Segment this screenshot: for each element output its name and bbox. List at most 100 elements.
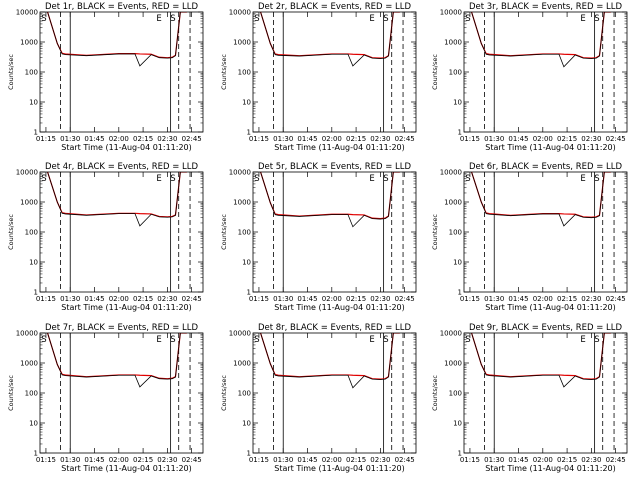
x-tick-label: 02:45 [182,135,202,143]
series-events [47,333,187,388]
x-tick-label: 01:45 [84,295,104,303]
series-events [47,172,187,227]
plot-title: Det 7r, BLACK = Events, RED = LLD [45,323,199,333]
x-tick-label: 01:30 [60,135,80,143]
annotation-s: S [465,335,470,345]
annotation-s: S [170,335,175,345]
x-tick-label: 01:30 [484,295,504,303]
y-tick-label: 100 [449,390,462,398]
series-events [471,333,611,388]
annotation-e: E [369,14,374,24]
annotation-s: S [594,174,599,184]
x-tick-label: 02:00 [533,135,553,143]
annotation-s: S [383,14,388,24]
x-tick-label: 01:30 [60,456,80,464]
series-lld [470,12,611,59]
x-tick-label: 01:15 [36,135,56,143]
x-tick-label: 01:30 [273,135,293,143]
x-tick-label: 01:15 [36,456,56,464]
annotation-e: E [580,14,585,24]
y-tick-label: 100 [238,69,251,77]
x-tick-label: 02:45 [395,295,415,303]
y-tick-label: 1000 [233,199,251,207]
annotation-s: S [41,174,46,184]
x-tick-label: 01:45 [297,135,317,143]
x-tick-label: 02:15 [346,295,366,303]
y-tick-label: 1 [458,450,462,458]
x-tick-label: 01:30 [273,295,293,303]
x-tick-label: 02:00 [322,456,342,464]
series-events [260,172,400,228]
x-axis-label: Start Time (11-Aug-04 01:11:20) [274,303,405,312]
y-tick-label: 1000 [20,360,38,368]
y-tick-label: 10 [29,259,38,267]
x-tick-label: 01:45 [508,135,528,143]
x-tick-label: 02:15 [133,456,153,464]
y-tick-label: 1000 [233,360,251,368]
annotation-e: E [580,174,585,184]
x-tick-label: 02:00 [109,135,129,143]
y-tick-label: 10000 [16,330,38,338]
y-tick-label: 100 [238,390,251,398]
x-tick-label: 02:30 [157,456,177,464]
y-tick-label: 10000 [440,9,462,17]
x-tick-label: 02:15 [557,295,577,303]
x-axis-label: Start Time (11-Aug-04 01:11:20) [485,143,616,152]
x-tick-label: 02:00 [533,295,553,303]
annotation-s: S [254,174,259,184]
y-tick-label: 100 [25,69,38,77]
y-tick-label: 100 [449,69,462,77]
x-tick-label: 02:15 [557,456,577,464]
y-tick-label: 10 [242,259,251,267]
x-tick-label: 02:30 [157,135,177,143]
y-tick-label: 10 [242,99,251,107]
plot-title: Det 9r, BLACK = Events, RED = LLD [469,323,623,333]
y-axis-label: Counts/sec [431,375,439,411]
annotation-s: S [465,14,470,24]
plot-title: Det 1r, BLACK = Events, RED = LLD [45,2,199,12]
x-axis-label: Start Time (11-Aug-04 01:11:20) [274,143,405,152]
x-tick-label: 01:45 [84,456,104,464]
x-tick-label: 02:15 [133,135,153,143]
y-tick-label: 1000 [20,199,38,207]
annotation-s: S [41,335,46,345]
x-tick-label: 01:45 [297,295,317,303]
series-lld [470,333,611,380]
plot-panel-5: Det 5r, BLACK = Events, RED = LLD 1 10 100 1… [220,162,417,312]
x-tick-label: 01:45 [84,135,104,143]
x-tick-label: 02:45 [182,295,202,303]
plot-title: Det 5r, BLACK = Events, RED = LLD [258,162,412,172]
annotation-s: S [170,174,175,184]
x-tick-label: 02:15 [133,295,153,303]
plot-title: Det 3r, BLACK = Events, RED = LLD [469,2,623,12]
plot-panel-1: Det 1r, BLACK = Events, RED = LLD 1 10 100 1… [7,2,204,152]
y-tick-label: 10 [29,420,38,428]
plot-panel-2: Det 2r, BLACK = Events, RED = LLD 1 10 100 1… [220,2,417,152]
x-axis-label: Start Time (11-Aug-04 01:11:20) [485,464,616,473]
x-tick-label: 01:45 [508,295,528,303]
y-tick-label: 10000 [16,9,38,17]
annotation-s: S [170,14,175,24]
y-axis-label: Counts/sec [220,214,228,250]
plot-panel-7: Det 7r, BLACK = Events, RED = LLD 1 10 100 1… [7,323,204,473]
annotation-s: S [254,335,259,345]
y-axis-label: Counts/sec [220,375,228,411]
x-tick-label: 02:45 [606,295,626,303]
y-tick-label: 100 [25,229,38,237]
series-events [471,12,611,68]
y-tick-label: 1 [34,289,38,297]
series-events [260,12,400,67]
plot-panel-3: Det 3r, BLACK = Events, RED = LLD 1 10 100 1… [431,2,628,152]
y-axis-label: Counts/sec [220,54,228,90]
x-tick-label: 02:30 [157,295,177,303]
series-events [260,333,400,389]
x-axis-label: Start Time (11-Aug-04 01:11:20) [61,464,192,473]
x-axis-label: Start Time (11-Aug-04 01:11:20) [274,464,405,473]
x-axis-label: Start Time (11-Aug-04 01:11:20) [485,303,616,312]
y-tick-label: 1 [458,129,462,137]
series-lld [46,333,187,380]
series-lld [46,12,187,59]
y-tick-label: 10 [453,259,462,267]
x-tick-label: 01:45 [508,456,528,464]
